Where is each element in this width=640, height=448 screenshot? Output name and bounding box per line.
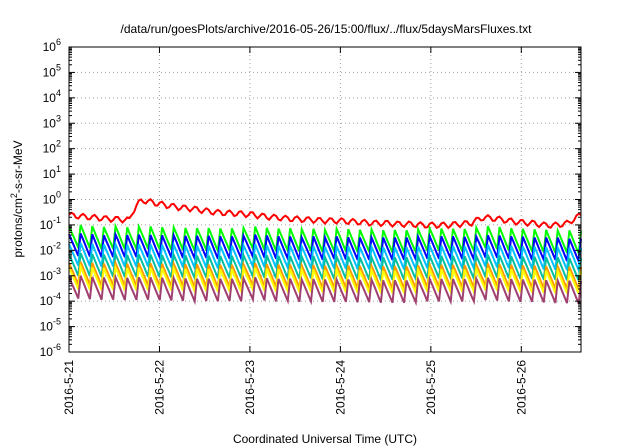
y-tick-label: 101 [43,164,61,181]
y-axis-ticks: 10-610-510-410-310-210-11001011021031041… [40,37,581,359]
y-tick-label: 103 [43,113,61,130]
series-line [68,250,582,285]
y-tick-label-base: 10 [43,65,57,79]
y-tick-label-exponent: -5 [53,317,61,327]
y-tick-label-base: 10 [40,294,54,308]
y-tick-label: 102 [43,139,61,156]
y-tick-label-exponent: -3 [53,266,61,276]
y-tick-label-exponent: 0 [56,190,61,200]
y-tick-label-base: 10 [40,320,54,334]
x-axis-ticks: 2016-5-21 2016-5-22 2016-5-23 2016-5-24 2016… [62,47,528,415]
y-tick-label: 10-5 [40,317,61,334]
series-line [68,240,582,275]
y-tick-label-exponent: 6 [56,37,61,47]
x-tick-label: 2016-5-26 [514,360,528,415]
series-layer [68,198,582,307]
y-tick-label-base: 10 [40,345,54,359]
x-tick-label: 2016-5-21 [62,360,76,415]
y-tick-label-base: 10 [43,116,57,130]
y-axis-label-main: protons/cm [11,198,25,257]
y-tick-label: 105 [43,62,61,79]
y-tick-label-exponent: 1 [56,164,61,174]
y-tick-label-exponent: 5 [56,62,61,72]
y-tick-label: 100 [43,190,61,207]
y-tick-label-exponent: -1 [53,215,61,225]
y-tick-label-exponent: -2 [53,240,61,250]
y-tick-label: 10-1 [40,215,61,232]
series-line [68,222,582,256]
x-tick-label: 2016-5-22 [152,360,166,415]
y-tick-label-exponent: 3 [56,113,61,123]
y-tick-label-exponent: 4 [56,88,61,98]
y-tick-label-base: 10 [40,269,54,283]
y-tick-label-exponent: -6 [53,342,61,352]
series-line [68,259,582,294]
y-tick-label-base: 10 [43,91,57,105]
x-axis-label: Coordinated Universal Time (UTC) [233,432,417,446]
y-tick-label-base: 10 [43,167,57,181]
y-axis-label-rest: -s-sr-MeV [11,140,25,193]
x-tick-label: 2016-5-24 [333,360,347,415]
y-axis-label: protons/cm2-s-sr-MeV [9,140,25,257]
y-tick-label-base: 10 [43,142,57,156]
y-tick-label-base: 10 [40,218,54,232]
y-tick-label-exponent: -4 [53,291,61,301]
y-tick-label-exponent: 2 [56,139,61,149]
series-line [68,198,582,230]
y-tick-label: 104 [43,88,61,105]
y-tick-label-base: 10 [43,40,57,54]
y-tick-label: 10-6 [40,342,61,359]
y-axis-label-superscript: 2 [9,193,19,198]
y-tick-label: 10-4 [40,291,61,308]
y-tick-label: 10-3 [40,266,61,283]
chart-title: /data/run/goesPlots/archive/2016-05-26/1… [121,22,533,36]
y-tick-label-base: 10 [43,193,57,207]
series-line [68,262,582,297]
series-line [68,273,582,307]
y-tick-label-base: 10 [40,243,54,257]
series-line [68,230,582,266]
y-tick-label: 106 [43,37,61,54]
x-tick-label: 2016-5-25 [424,360,438,415]
x-tick-label: 2016-5-23 [243,360,257,415]
y-tick-label: 10-2 [40,240,61,257]
